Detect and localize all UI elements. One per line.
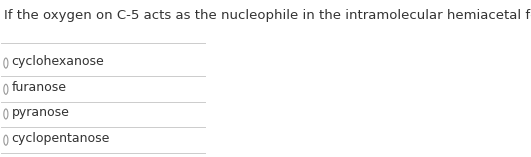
Text: cyclohexanose: cyclohexanose [12,55,105,68]
Text: If the oxygen on C-5 acts as the nucleophile in the intramolecular hemiacetal fo: If the oxygen on C-5 acts as the nucleop… [4,9,531,22]
Text: pyranose: pyranose [12,106,70,119]
Text: cyclopentanose: cyclopentanose [12,132,110,145]
Text: furanose: furanose [12,81,66,94]
